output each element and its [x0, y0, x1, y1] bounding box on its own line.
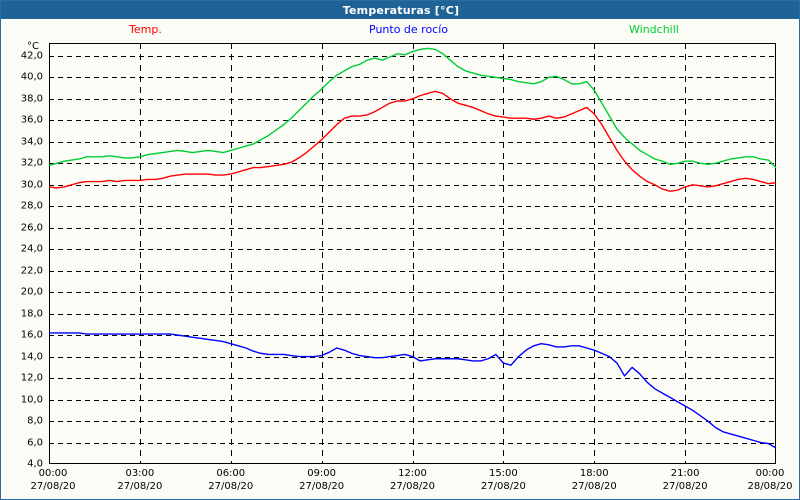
chart-canvas: [49, 43, 776, 464]
y-axis-tick-label: 38,0: [20, 93, 43, 105]
x-axis-tick-label: 12:00 27/08/20: [390, 468, 435, 492]
y-axis-tick-label: 6,0: [27, 437, 43, 449]
y-axis-tick-label: 26,0: [20, 222, 43, 234]
vertical-gridlines: [140, 43, 686, 464]
x-axis-tick-label: 03:00 27/08/20: [117, 468, 163, 492]
chart-legend: Temp. Punto de rocío Windchill: [1, 23, 799, 39]
y-axis-tick-label: 20,0: [20, 286, 43, 298]
window-title: Temperaturas [°C]: [342, 3, 460, 17]
y-axis-tick-label: 14,0: [20, 351, 43, 363]
x-axis-tick-label: 21:00 27/08/20: [662, 468, 708, 492]
x-axis-tick-label: 15:00 27/08/20: [480, 468, 526, 492]
x-axis-tick-labels: 00:00 27/08/20 03:00 27/08/20 06:00 27/08/20 0…: [1, 467, 799, 499]
y-axis-tick-label: 8,0: [27, 415, 43, 427]
y-axis-tick-label: 40,0: [20, 71, 43, 83]
y-axis-tick-label: 12,0: [20, 372, 43, 384]
series-line-temp: [49, 90, 776, 192]
legend-item-windchill: Windchill: [629, 23, 679, 36]
x-axis-tick-label: 09:00 27/08/20: [299, 468, 345, 492]
legend-item-dew-point: Punto de rocío: [369, 23, 449, 36]
y-axis-tick-label: 42,0: [20, 50, 43, 62]
y-axis-tick-label: 18,0: [20, 308, 43, 320]
x-axis-tick-label: 18:00 27/08/20: [571, 468, 617, 492]
y-axis-tick-label: 16,0: [20, 329, 43, 341]
plot-area: [49, 43, 776, 464]
y-axis-unit-label: °C: [27, 41, 39, 52]
horizontal-gridlines: [49, 56, 776, 444]
y-axis-tick-label: 28,0: [20, 200, 43, 212]
y-axis-tick-label: 10,0: [20, 394, 43, 406]
x-axis-tick-label: 06:00 27/08/20: [208, 468, 254, 492]
y-axis-tick-labels: 42,0 40,0 38,0 36,0 34,0 32,0 30,0 28,0 26,0 24,0…: [1, 1, 47, 499]
legend-item-temp: Temp.: [129, 23, 162, 36]
series-line-dew-point: [49, 332, 776, 449]
window-title-bar: Temperaturas [°C]: [1, 1, 799, 19]
x-axis-tick-label: 00:00 28/08/20: [747, 468, 793, 492]
y-axis-tick-label: 4,0: [27, 458, 43, 470]
y-axis-tick-label: 24,0: [20, 243, 43, 255]
y-axis-tick-label: 36,0: [20, 114, 43, 126]
y-axis-tick-label: 34,0: [20, 136, 43, 148]
y-axis-tick-label: 32,0: [20, 157, 43, 169]
x-axis-tick-label: 00:00 27/08/20: [30, 468, 76, 492]
plot-frame: [49, 43, 776, 464]
y-axis-tick-label: 30,0: [20, 179, 43, 191]
y-axis-tick-label: 22,0: [20, 265, 43, 277]
series-line-windchill: [49, 47, 776, 169]
